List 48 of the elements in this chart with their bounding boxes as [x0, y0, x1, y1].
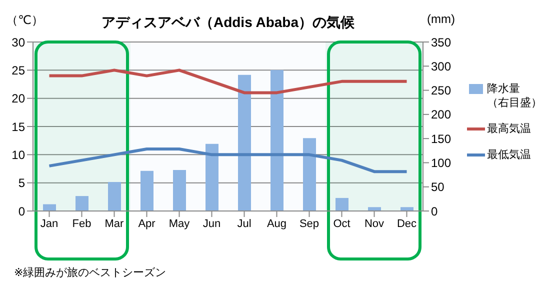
- y-tick-label: 20: [12, 92, 26, 106]
- bar: [400, 207, 414, 211]
- y2-tick-label: 150: [431, 132, 452, 146]
- x-tick-label: Dec: [396, 218, 418, 230]
- y2-axis-title: (mm): [427, 12, 455, 26]
- bar: [303, 138, 316, 211]
- y-tick-label: 30: [12, 35, 26, 50]
- y2-tick-label: 250: [431, 84, 452, 98]
- bar: [270, 70, 284, 211]
- x-tick-label: Aug: [266, 218, 287, 230]
- bar: [368, 207, 381, 211]
- x-tick-label: Jun: [202, 218, 221, 230]
- text: ※緑囲みが旅のベストシーズン: [14, 266, 166, 280]
- y-tick-label: 15: [12, 120, 26, 134]
- legend-label: 降水量（右目盛）: [487, 82, 539, 110]
- legend-label: 最低気温: [487, 148, 532, 162]
- bar: [108, 182, 121, 211]
- x-tick-label: Apr: [138, 218, 156, 230]
- x-tick-label: Nov: [364, 218, 385, 230]
- y2-tick-label: 200: [431, 108, 452, 122]
- y2-tick-label: 350: [431, 35, 452, 50]
- legend-label: 最高気温: [487, 122, 532, 136]
- line-series: [48, 68, 408, 94]
- bar: [336, 198, 348, 211]
- y2-tick-label: 100: [431, 156, 452, 170]
- x-tick-label: Mar: [104, 218, 124, 230]
- bar: [140, 170, 154, 211]
- bar: [238, 74, 251, 211]
- y2-tick-label: 50: [431, 180, 445, 194]
- bar: [76, 196, 88, 211]
- x-tick-label: May: [168, 218, 190, 230]
- line-series: [48, 148, 408, 174]
- y-tick-label: 10: [12, 148, 26, 162]
- bar: [43, 204, 56, 211]
- y2-tick-label: 0: [431, 204, 438, 218]
- y2-tick-label: 300: [431, 59, 452, 74]
- x-tick-label: Oct: [333, 218, 350, 230]
- x-tick-label: Feb: [72, 218, 92, 230]
- y-tick-label: 5: [18, 176, 26, 190]
- bar: [173, 170, 186, 211]
- y-tick-label: 25: [12, 63, 26, 78]
- bar: [206, 144, 218, 211]
- y-axis-title: （℃）: [6, 12, 44, 29]
- x-tick-label: Jan: [40, 218, 58, 230]
- x-tick-label: Sep: [299, 218, 320, 230]
- chart-title: アディスアベバ（Addis Ababa）の気候: [101, 14, 355, 30]
- x-tick-label: Jul: [237, 218, 252, 230]
- y-tick-label: 0: [18, 204, 26, 218]
